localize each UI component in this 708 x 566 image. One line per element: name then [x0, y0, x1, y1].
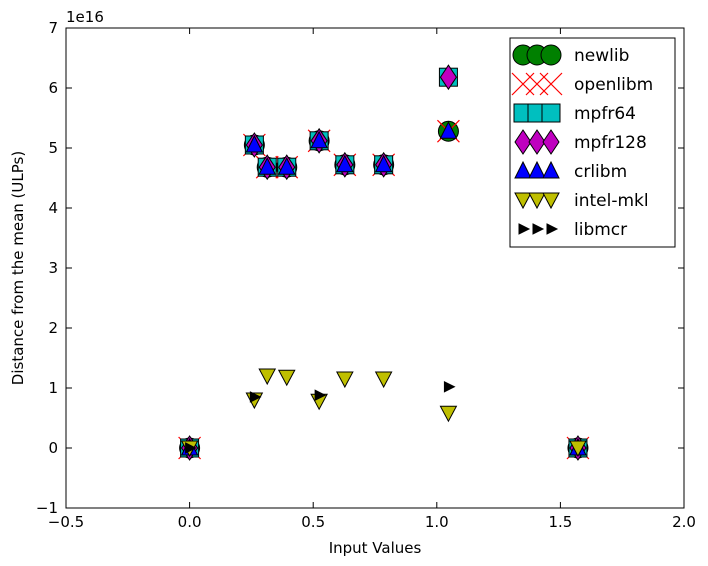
legend-item-newlib: newlib [512, 44, 629, 66]
y-tick-label: 4 [48, 199, 58, 217]
mpfr128-point [439, 64, 458, 91]
libmcr-point [185, 442, 197, 454]
x-axis: −0.5 0.0 0.5 1.0 1.5 2.0 [48, 28, 696, 531]
legend-label: crlibm [574, 162, 627, 182]
crlibm-point [310, 130, 328, 149]
crlibm-point [245, 134, 264, 153]
intel-mkl-point [336, 371, 354, 389]
legend-marker [528, 160, 546, 179]
libmcr-point [314, 389, 327, 402]
crlibm-point [374, 154, 393, 173]
intel-mkl-point [439, 405, 458, 423]
legend-marker [539, 72, 563, 96]
x-tick-label: 1.0 [425, 513, 449, 531]
legend-label: mpfr64 [574, 104, 636, 124]
intel-mkl-point [569, 440, 587, 458]
libmcr-point [249, 391, 262, 403]
y-axis: −1 0 1 2 3 4 5 6 7 [36, 19, 684, 517]
legend-marker [518, 223, 531, 235]
intel-mkl-point [374, 371, 393, 389]
legend: newlib openlibm mpfr64 mpfr128 crlibm intel-m… [509, 37, 676, 248]
x-tick-label: 0.5 [301, 513, 325, 531]
crlibm-point [439, 121, 458, 139]
crlibm-point [336, 154, 354, 173]
legend-marker [540, 44, 562, 66]
y-tick-label: 7 [48, 19, 58, 37]
legend-item-crlibm: crlibm [514, 160, 627, 182]
legend-item-libmcr: libmcr [518, 220, 627, 240]
legend-marker [514, 192, 532, 210]
legend-marker [542, 160, 560, 179]
legend-label: libmcr [574, 220, 627, 240]
legend-item-openlibm: openlibm [511, 72, 653, 96]
legend-label: mpfr128 [574, 133, 647, 153]
legend-marker [528, 129, 546, 155]
libmcr-point [443, 380, 456, 393]
x-tick-label: 0.0 [178, 513, 202, 531]
y-tick-label: 2 [48, 319, 58, 337]
legend-label: intel-mkl [574, 191, 649, 211]
y-tick-label: 1 [48, 379, 58, 397]
legend-marker [542, 192, 560, 210]
legend-item-mpfr64: mpfr64 [513, 103, 636, 124]
y-scale-label: 1e16 [66, 8, 104, 26]
legend-label: newlib [574, 46, 629, 66]
legend-item-mpfr128: mpfr128 [514, 129, 647, 155]
y-tick-label: 3 [48, 259, 58, 277]
y-tick-label: 6 [48, 79, 58, 97]
crlibm-point [258, 157, 277, 175]
crlibm-point [277, 157, 296, 175]
y-tick-label: 5 [48, 139, 58, 157]
series-libmcr [185, 380, 456, 454]
x-tick-label: 2.0 [672, 513, 696, 531]
x-tick-label: −0.5 [48, 513, 84, 531]
legend-marker [542, 129, 560, 155]
legend-label: openlibm [574, 75, 653, 95]
plot-marks [178, 64, 590, 461]
legend-marker [546, 223, 559, 235]
x-tick-label: 1.5 [548, 513, 572, 531]
legend-marker [528, 192, 546, 210]
legend-marker [514, 129, 532, 155]
intel-mkl-point [258, 368, 277, 386]
intel-mkl-point [277, 369, 296, 387]
legend-marker [541, 103, 561, 123]
y-axis-label: Distance from the mean (ULPs) [9, 151, 27, 385]
y-tick-label: −1 [36, 499, 58, 517]
x-axis-label: Input Values [329, 539, 422, 557]
legend-marker [532, 223, 545, 235]
legend-marker [514, 160, 532, 179]
legend-item-intel-mkl: intel-mkl [514, 191, 649, 211]
y-tick-label: 0 [48, 439, 58, 457]
